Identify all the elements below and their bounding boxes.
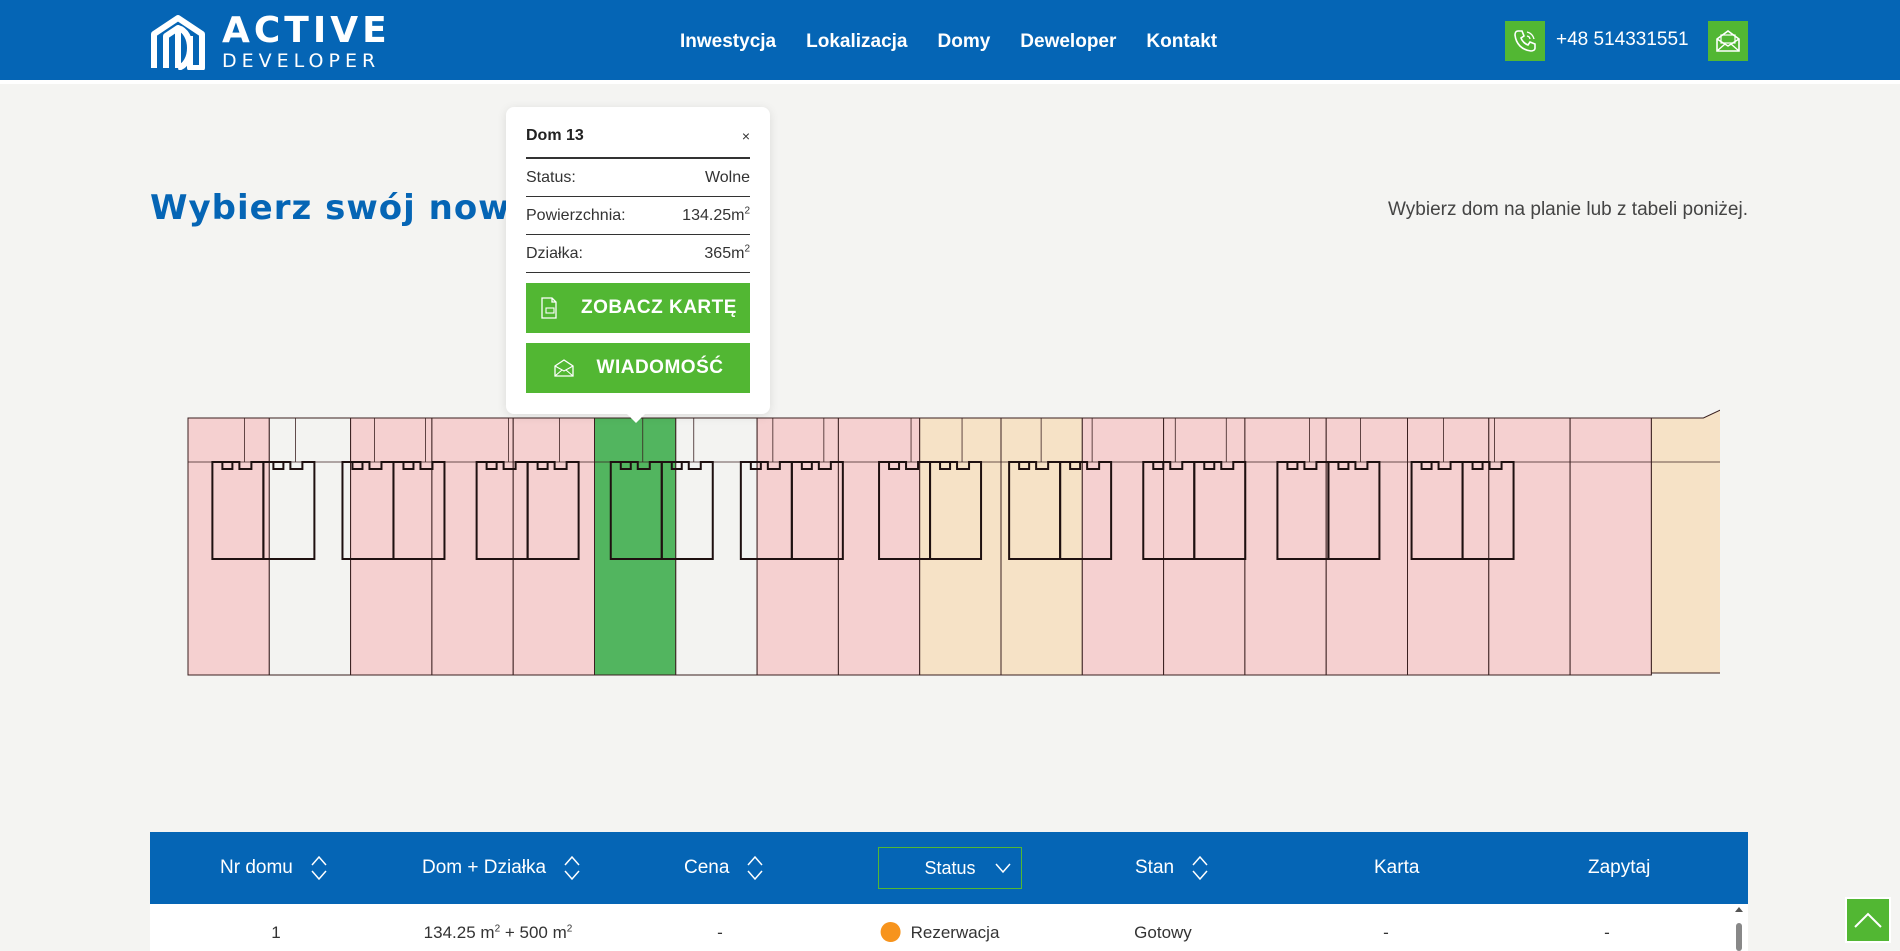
th-zapytaj: Zapytaj [1588, 857, 1651, 878]
main-nav: Inwestycja Lokalizacja Domy Deweloper Ko… [680, 0, 1217, 84]
logo[interactable]: ACTIVE DEVELOPER [150, 10, 391, 72]
house-footprint-4 [392, 461, 446, 560]
close-icon[interactable]: × [741, 128, 750, 144]
plan-lot-14[interactable] [1244, 417, 1327, 676]
plan-hint: Wybierz dom na planie lub z tabeli poniż… [1388, 199, 1748, 220]
cell-karta: - [1383, 923, 1389, 942]
nav-lokalizacja[interactable]: Lokalizacja [806, 31, 908, 52]
plan-lot-17[interactable] [1488, 417, 1571, 676]
house-footprint-6 [526, 461, 580, 560]
house-popup: Dom 13 × Status: Wolne Powierzchnia: 134… [506, 107, 770, 423]
plan-lot-5[interactable] [512, 417, 595, 676]
sort-icon[interactable] [562, 853, 582, 883]
plan-lot-7[interactable] [675, 417, 758, 676]
house-footprint-16 [1193, 461, 1247, 560]
cell-nr: 1 [271, 923, 281, 942]
nav-inwestycja[interactable]: Inwestycja [680, 31, 777, 52]
cell-zapytaj: - [1604, 923, 1610, 942]
th-dom[interactable]: Dom + Działka [422, 832, 582, 904]
plan-lot-6[interactable] [594, 417, 677, 676]
nav-kontakt[interactable]: Kontakt [1146, 31, 1218, 52]
sort-icon[interactable] [309, 853, 329, 883]
table-header: Nr domu Dom + Działka Cena Status Stan K… [150, 832, 1748, 904]
popup-value: Wolne [704, 168, 750, 186]
plan-lot-12[interactable] [1081, 417, 1165, 676]
house-footprint-14 [1059, 461, 1113, 560]
view-card-label: ZOBACZ KARTĘ [581, 297, 737, 318]
message-button[interactable]: WIADOMOŚĆ [526, 343, 750, 393]
house-footprint-10 [790, 461, 844, 560]
popup-title: Dom 13 [526, 127, 584, 144]
house-footprint-19 [1410, 461, 1464, 560]
popup-row-status: Status: Wolne [526, 159, 750, 197]
mail-icon[interactable] [1708, 21, 1748, 61]
house-footprint-7 [609, 461, 663, 560]
mail-icon [553, 359, 574, 377]
house-footprint-18 [1327, 461, 1381, 560]
chevron-down-icon [995, 863, 1011, 874]
site-header: ACTIVE DEVELOPER Inwestycja Lokalizacja … [0, 0, 1900, 84]
status-dot [880, 922, 901, 943]
sort-icon[interactable] [1190, 853, 1210, 883]
phone-icon[interactable] [1505, 21, 1545, 61]
site-plan[interactable] [180, 390, 1720, 690]
plan-lot-3[interactable] [350, 417, 433, 676]
house-footprint-2 [262, 461, 316, 560]
house-footprint-15 [1142, 461, 1196, 560]
nav-domy[interactable]: Domy [937, 31, 991, 52]
th-stan[interactable]: Stan [1135, 832, 1210, 904]
popup-label: Status: [526, 168, 576, 186]
site-plan-map[interactable] [180, 390, 1720, 690]
popup-label: Powierzchnia: [526, 206, 626, 224]
logo-subtitle: DEVELOPER [222, 50, 381, 72]
popup-value: 134.25m2 [682, 205, 750, 224]
popup-row-plot: Działka: 365m2 [526, 235, 750, 273]
cell-cena: - [717, 923, 723, 942]
cell-dom: 134.25 m2 + 500 m2 [423, 923, 573, 942]
house-footprint-20 [1461, 461, 1515, 560]
nav-deweloper[interactable]: Deweloper [1020, 31, 1117, 52]
view-card-button[interactable]: ZOBACZ KARTĘ [526, 283, 750, 333]
popup-label: Działka: [526, 244, 583, 262]
house-footprint-1 [211, 461, 265, 560]
house-footprint-9 [739, 461, 793, 560]
cell-stan: Gotowy [1134, 923, 1192, 942]
th-nr[interactable]: Nr domu [220, 832, 329, 904]
popup-row-area: Powierzchnia: 134.25m2 [526, 197, 750, 235]
house-footprint-11 [878, 461, 932, 560]
phone-number[interactable]: +48 514331551 [1556, 29, 1689, 50]
message-label: WIADOMOŚĆ [596, 357, 724, 378]
plan-lot-13[interactable] [1163, 417, 1246, 676]
house-footprint-3 [341, 461, 395, 560]
table-scrollbar[interactable] [1733, 907, 1745, 951]
house-footprint-17 [1276, 461, 1330, 560]
house-footprint-12 [929, 461, 983, 560]
house-footprint-5 [475, 461, 529, 560]
plan-lot-11[interactable] [1000, 417, 1083, 676]
plan-lot-10[interactable] [919, 417, 1002, 676]
plan-lot-18[interactable] [1569, 417, 1652, 676]
plan-lot-16[interactable] [1407, 417, 1490, 676]
house-footprint-8 [660, 461, 714, 560]
cell-status: Rezerwacja [880, 922, 999, 943]
plan-lot-2[interactable] [268, 417, 352, 676]
logo-icon [151, 15, 205, 70]
plan-lot-15[interactable] [1325, 417, 1408, 676]
scroll-to-top-button[interactable] [1845, 897, 1891, 943]
th-karta: Karta [1374, 857, 1420, 878]
plan-lot-19[interactable] [1650, 400, 1720, 674]
th-cena[interactable]: Cena [684, 832, 765, 904]
plan-lot-8[interactable] [756, 417, 839, 676]
document-icon [541, 297, 557, 319]
sort-icon[interactable] [745, 853, 765, 883]
house-footprint-13 [1008, 461, 1062, 560]
plan-lot-1[interactable] [187, 417, 270, 676]
popup-value: 365m2 [704, 243, 750, 262]
status-filter-select[interactable]: Status [878, 847, 1022, 889]
chevron-up-icon [1854, 912, 1882, 928]
table-row[interactable]: 1 134.25 m2 + 500 m2 - Rezerwacja Gotowy… [150, 904, 1748, 951]
logo-title: ACTIVE [222, 10, 391, 51]
